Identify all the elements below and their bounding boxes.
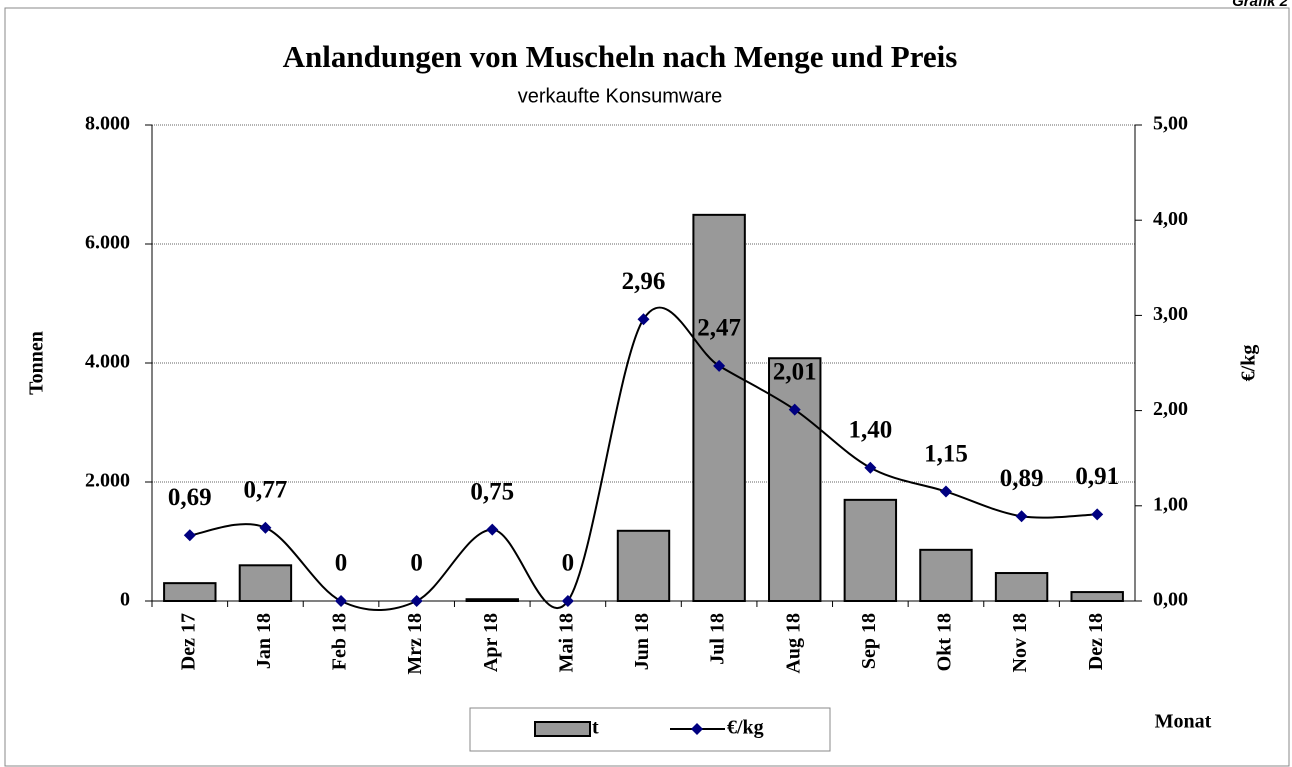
y-tick-label: 0 bbox=[120, 589, 130, 611]
legend-swatch bbox=[534, 721, 591, 737]
legend-label: t bbox=[592, 717, 599, 739]
legend-label: €/kg bbox=[727, 717, 764, 739]
chart-title: Anlandungen von Muscheln nach Menge und … bbox=[283, 39, 958, 74]
x-tick-label: Jun 18 bbox=[631, 613, 653, 670]
x-tick-label: Okt 18 bbox=[934, 613, 956, 671]
y2-tick-label: 0,00 bbox=[1153, 589, 1188, 611]
point-marker bbox=[713, 359, 726, 372]
y-axis-label: Tonnen bbox=[26, 331, 48, 395]
bar bbox=[692, 213, 746, 602]
bar bbox=[994, 572, 1049, 602]
x-tick-label: Mai 18 bbox=[555, 613, 577, 672]
data-label: 0 bbox=[410, 550, 423, 577]
point-marker bbox=[1015, 510, 1028, 523]
data-label: 0,75 bbox=[470, 478, 514, 505]
y2-tick-label: 2,00 bbox=[1153, 398, 1188, 420]
data-label: 2,96 bbox=[622, 268, 666, 295]
point-marker bbox=[788, 403, 801, 416]
bar bbox=[919, 548, 973, 603]
y-tick-label: 2.000 bbox=[85, 470, 130, 492]
x-tick-label: Sep 18 bbox=[858, 613, 880, 669]
point-marker bbox=[1091, 508, 1104, 521]
x-tick-label: Nov 18 bbox=[1009, 613, 1031, 672]
x-tick-label: Dez 17 bbox=[177, 613, 199, 670]
y-tick-label: 8.000 bbox=[85, 113, 130, 135]
data-label: 0,89 bbox=[1000, 465, 1044, 492]
data-label: 0 bbox=[562, 550, 575, 577]
point-marker bbox=[864, 461, 877, 474]
y2-tick-label: 3,00 bbox=[1153, 303, 1188, 325]
data-label: 2,01 bbox=[773, 358, 817, 385]
chart-frame bbox=[4, 7, 1290, 767]
x-axis-label: Monat bbox=[1155, 711, 1212, 733]
point-marker bbox=[183, 529, 196, 542]
x-tick-label: Jul 18 bbox=[707, 613, 729, 665]
x-tick-label: Feb 18 bbox=[329, 613, 351, 670]
x-tick-label: Apr 18 bbox=[480, 613, 502, 672]
corner-label: Grafik 2 bbox=[1232, 0, 1289, 10]
legend-marker bbox=[691, 723, 703, 735]
y2-tick-label: 5,00 bbox=[1153, 113, 1188, 135]
data-label: 0,77 bbox=[244, 476, 288, 503]
chart-subtitle: verkaufte Konsumware bbox=[518, 85, 723, 107]
bar bbox=[616, 529, 671, 602]
y2-tick-label: 4,00 bbox=[1153, 208, 1188, 230]
x-tick-label: Dez 18 bbox=[1085, 613, 1107, 670]
point-marker bbox=[637, 313, 650, 326]
y-tick-label: 4.000 bbox=[85, 351, 130, 373]
data-label: 2,47 bbox=[697, 315, 741, 342]
data-label: 1,40 bbox=[848, 416, 892, 443]
x-tick-label: Jan 18 bbox=[253, 613, 275, 669]
bar bbox=[768, 357, 822, 602]
data-label: 0 bbox=[335, 550, 348, 577]
point-marker bbox=[486, 523, 499, 536]
legend bbox=[469, 707, 831, 752]
bar bbox=[465, 598, 519, 603]
y2-axis-label: €/kg bbox=[1238, 345, 1260, 382]
data-label: 0,69 bbox=[168, 484, 212, 511]
point-marker bbox=[410, 595, 423, 607]
bar bbox=[843, 498, 898, 603]
y2-tick-label: 1,00 bbox=[1153, 493, 1188, 515]
bar bbox=[1070, 591, 1124, 603]
point-marker bbox=[259, 521, 272, 534]
point-marker bbox=[939, 485, 952, 498]
data-label: 0,91 bbox=[1075, 463, 1119, 490]
y-tick-label: 6.000 bbox=[85, 232, 130, 254]
bar bbox=[238, 564, 293, 602]
bar bbox=[163, 582, 217, 603]
x-tick-label: Aug 18 bbox=[782, 613, 804, 674]
point-marker bbox=[335, 595, 348, 607]
data-label: 1,15 bbox=[924, 440, 968, 467]
x-tick-label: Mrz 18 bbox=[404, 613, 426, 675]
point-marker bbox=[561, 595, 574, 607]
